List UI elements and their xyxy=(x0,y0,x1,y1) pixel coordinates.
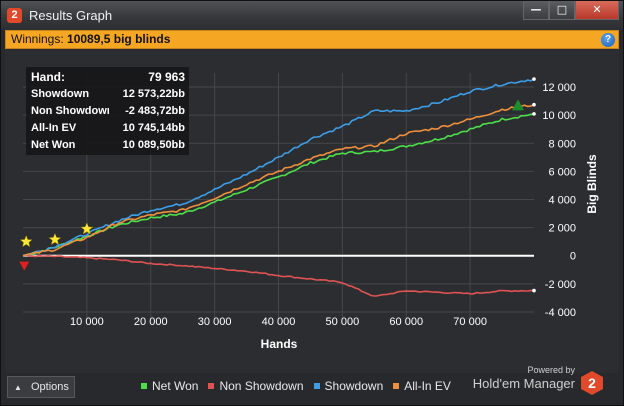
close-button[interactable]: ✕ xyxy=(575,1,619,20)
options-button[interactable]: ▲ Options xyxy=(7,376,75,398)
maximize-button[interactable]: □ xyxy=(549,1,575,20)
y-tick-label: 10 000 xyxy=(542,110,576,122)
x-tick-label: 60 000 xyxy=(389,316,423,328)
legend-label: Showdown xyxy=(324,379,384,393)
series-line-all-in-ev xyxy=(22,103,535,257)
options-label: Options xyxy=(30,381,69,393)
series-end-point xyxy=(532,112,536,116)
x-tick-label: 70 000 xyxy=(453,316,487,328)
legend-swatch xyxy=(208,383,215,389)
app-logo-icon: 2 xyxy=(7,8,22,23)
minimize-button[interactable]: — xyxy=(523,1,549,20)
legend-swatch xyxy=(393,383,400,389)
stats-label: All-In EV xyxy=(31,122,77,134)
stats-value: 10 745,14bb xyxy=(122,122,185,134)
holdem-manager-logo-icon: 2 xyxy=(581,371,603,395)
legend-label: Non Showdown xyxy=(219,379,304,393)
series-end-point xyxy=(532,77,536,81)
star-marker xyxy=(48,232,62,245)
legend-item-all-in-ev[interactable]: All-In EV xyxy=(393,378,451,394)
star-marker xyxy=(19,235,33,248)
title-bar[interactable]: 2 Results Graph — □ ✕ xyxy=(1,1,623,30)
star-marker xyxy=(80,222,94,235)
legend-label: Net Won xyxy=(152,379,199,393)
x-tick-label: 50 000 xyxy=(326,316,360,328)
stats-row-non-showdown: Non Showdown -2 483,72bb xyxy=(31,103,185,120)
y-tick-label: 2 000 xyxy=(548,223,576,235)
branding: Powered by Hold'em Manager xyxy=(473,365,575,391)
window-title: Results Graph xyxy=(29,8,113,23)
y-tick-label: 4 000 xyxy=(548,195,576,207)
legend-item-net-won[interactable]: Net Won xyxy=(141,378,198,394)
stats-overlay: Hand: 79 963 Showdown 12 573,22bb Non Sh… xyxy=(26,67,189,155)
x-tick-label: 10 000 xyxy=(70,316,104,328)
legend-swatch xyxy=(313,383,320,389)
y-axis-label: Big Blinds xyxy=(585,154,599,214)
stats-value: 10 089,50bb xyxy=(122,139,185,151)
y-tick-label: 6 000 xyxy=(548,166,576,178)
winnings-value: 10089,5 big blinds xyxy=(67,32,171,46)
chart-markers xyxy=(19,99,525,271)
chevron-up-icon: ▲ xyxy=(14,383,22,392)
chart-legend: Net Won Non Showdown Showdown All-In EV xyxy=(141,378,461,394)
window-controls: — □ ✕ xyxy=(523,1,619,20)
winnings-label: Winnings: xyxy=(11,32,64,46)
brand-logo-label: 2 xyxy=(588,375,596,391)
x-axis-label: Hands xyxy=(261,337,298,351)
stats-value: -2 483,72bb xyxy=(125,105,185,117)
stats-row-all-in-ev: All-In EV 10 745,14bb xyxy=(31,120,185,137)
y-tick-label: 12 000 xyxy=(542,82,576,94)
series-end-point xyxy=(532,288,536,293)
stats-value: 79 963 xyxy=(148,70,185,84)
series-lines xyxy=(22,77,536,297)
legend-item-showdown[interactable]: Showdown xyxy=(313,378,384,394)
stats-row-showdown: Showdown 12 573,22bb xyxy=(31,86,185,103)
stats-value: 12 573,22bb xyxy=(122,88,185,100)
stats-label: Showdown xyxy=(31,88,90,100)
series-line-showdown xyxy=(22,78,535,257)
stats-label: Hand: xyxy=(31,70,65,84)
x-tick-label: 40 000 xyxy=(262,316,296,328)
series-end-point xyxy=(532,102,536,107)
x-tick-label: 30 000 xyxy=(198,316,232,328)
y-tick-labels: -4 000 -2 000 0 2 000 4 000 6 000 8 000 10 000 1… xyxy=(542,82,576,319)
x-tick-label: 20 000 xyxy=(134,316,168,328)
y-tick-label: 0 xyxy=(570,251,576,263)
stats-label: Net Won xyxy=(31,139,76,151)
brand-name: Hold'em Manager xyxy=(472,376,575,391)
stats-row-hands: Hand: 79 963 xyxy=(31,69,185,86)
x-tick-labels: 10 000 20 000 30 000 40 000 50 000 60 000 70 0… xyxy=(70,316,487,328)
legend-label: All-In EV xyxy=(404,379,451,393)
legend-item-non-showdown[interactable]: Non Showdown xyxy=(208,378,304,394)
drawdown-marker xyxy=(19,261,30,271)
powered-by-text: Powered by xyxy=(527,365,575,375)
series-line-non-showdown xyxy=(22,254,534,297)
help-icon[interactable]: ? xyxy=(601,33,615,47)
y-tick-label: 8 000 xyxy=(548,138,576,150)
legend-swatch xyxy=(141,383,147,389)
y-tick-label: -4 000 xyxy=(545,307,576,319)
stats-row-net-won: Net Won 10 089,50bb xyxy=(31,137,185,154)
stats-label: Non Showdown xyxy=(31,105,109,117)
y-tick-label: -2 000 xyxy=(545,279,576,291)
peak-marker xyxy=(512,99,525,111)
winnings-banner: Winnings: 10089,5 big blinds ? xyxy=(5,30,619,49)
